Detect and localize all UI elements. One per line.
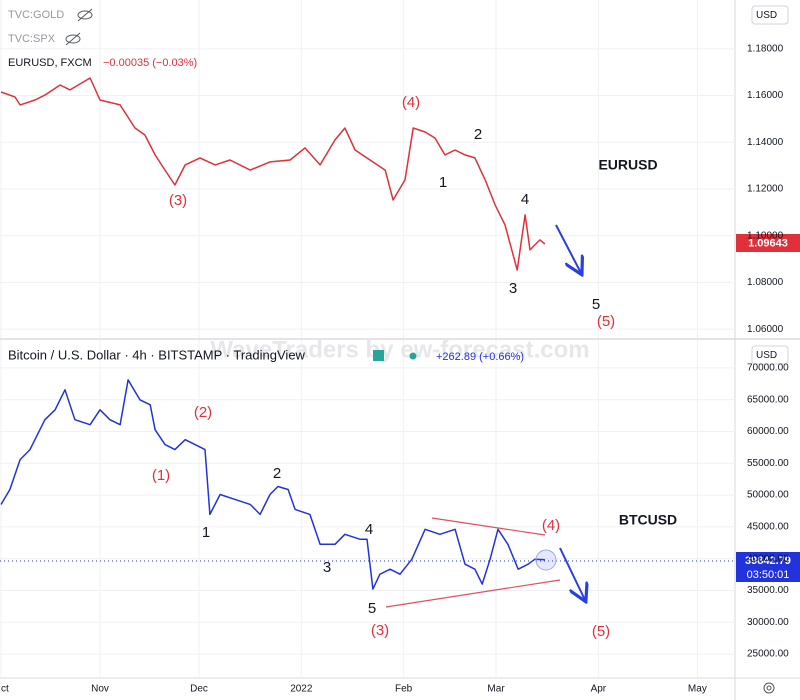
x-tick-label: Apr <box>591 684 607 695</box>
x-tick-label: Nov <box>91 684 109 695</box>
status-dot <box>409 352 417 360</box>
price-line <box>0 77 546 271</box>
status-icon <box>373 350 384 361</box>
wave-label: 3 <box>323 559 331 576</box>
settings-icon[interactable] <box>763 682 775 694</box>
price-change: −0.00035 (−0.03%) <box>103 57 197 69</box>
x-tick-label: Dec <box>190 684 208 695</box>
wave-label: 4 <box>365 521 373 538</box>
x-tick-label: 2022 <box>290 684 313 695</box>
wave-label: 4 <box>521 191 529 208</box>
y-tick-label: 55000.00 <box>747 458 789 469</box>
x-tick-label: ct <box>1 684 9 695</box>
y-tick-label: 70000.00 <box>747 363 789 374</box>
y-tick-label: 1.10000 <box>747 230 784 241</box>
y-tick-label: 1.12000 <box>747 184 784 195</box>
wave-label: (3) <box>371 622 389 639</box>
wave-label: (4) <box>402 94 420 111</box>
y-tick-label: 60000.00 <box>747 426 789 437</box>
wave-label: (2) <box>194 404 212 421</box>
wave-label: 1 <box>202 524 210 541</box>
price-change: +262.89 (+0.66%) <box>436 351 524 363</box>
wave-label: (5) <box>597 313 615 330</box>
price-tag <box>736 552 800 582</box>
currency-label: USD <box>756 10 777 21</box>
wave-label: (3) <box>169 192 187 209</box>
y-tick-label: 1.08000 <box>747 277 784 288</box>
replay-marker <box>535 549 557 571</box>
trendline <box>431 517 546 536</box>
y-tick-label: 35000.00 <box>747 585 789 596</box>
y-tick-label: 1.06000 <box>747 324 784 335</box>
x-tick-label: Mar <box>487 684 505 695</box>
chart-title: BTCUSD <box>619 512 677 528</box>
bar-countdown: 03:50:01 <box>747 569 790 581</box>
currency-button[interactable] <box>751 5 789 25</box>
overlay-symbol[interactable]: TVC:GOLD <box>8 9 64 21</box>
wave-label: (5) <box>592 623 610 640</box>
trendline <box>385 579 561 608</box>
price-tag <box>736 234 800 252</box>
wave-label: (1) <box>152 467 170 484</box>
currency-label: USD <box>756 350 777 361</box>
wave-label: 2 <box>273 465 281 482</box>
grid <box>0 0 735 678</box>
overlay-symbol[interactable]: TVC:SPX <box>8 33 56 45</box>
y-tick-label: 50000.00 <box>747 490 789 501</box>
symbol-header: Bitcoin / U.S. Dollar · 4h · BITSTAMP · … <box>8 347 306 362</box>
forecast-arrow <box>559 547 585 600</box>
y-tick-label: 1.16000 <box>747 90 784 101</box>
forecast-arrow <box>555 224 581 273</box>
chart-title: EURUSD <box>598 157 657 173</box>
wave-label: 1 <box>439 174 447 191</box>
price-tag-label: 1.09643 <box>748 237 788 249</box>
wave-label: 5 <box>368 600 376 617</box>
x-tick-label: May <box>688 684 707 695</box>
y-tick-label: 1.14000 <box>747 137 784 148</box>
currency-button[interactable] <box>751 345 789 365</box>
price-line <box>0 379 545 590</box>
y-tick-label: 25000.00 <box>747 649 789 660</box>
y-tick-label: 1.18000 <box>747 43 784 54</box>
hide-icon[interactable] <box>77 8 93 22</box>
y-tick-label: 45000.00 <box>747 522 789 533</box>
y-tick-label: 30000.00 <box>747 617 789 628</box>
y-tick-label: 65000.00 <box>747 394 789 405</box>
symbol-header: EURUSD, FXCM <box>8 57 92 69</box>
wave-label: 2 <box>474 126 482 143</box>
wave-label: 3 <box>509 280 517 297</box>
watermark: WaveTraders by ew-forecast.com <box>210 336 589 363</box>
x-tick-label: Feb <box>395 684 413 695</box>
hide-icon[interactable] <box>65 32 81 46</box>
wave-label: 5 <box>592 296 600 313</box>
y-tick-label: 40000.00 <box>747 553 789 564</box>
wave-label: (4) <box>542 517 560 534</box>
price-tag-label: 39842.79 <box>745 555 791 567</box>
plot <box>0 77 546 590</box>
